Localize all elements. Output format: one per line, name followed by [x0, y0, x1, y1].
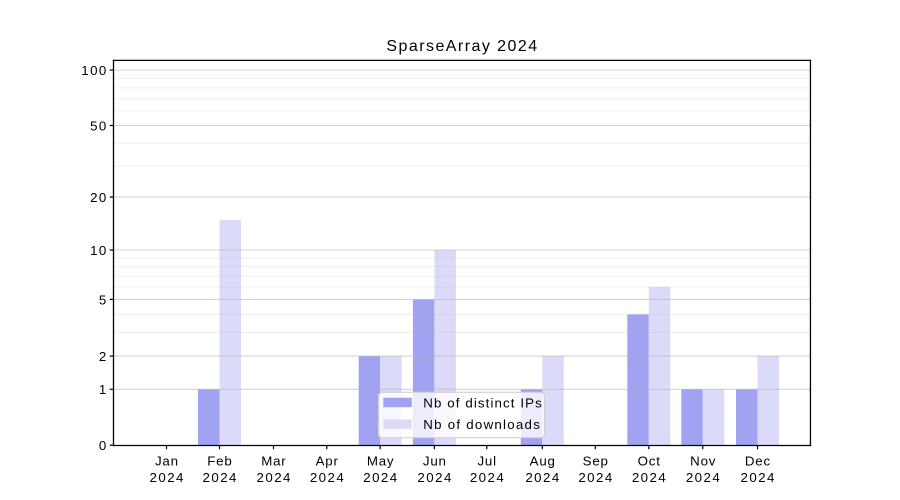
svg-text:100: 100	[81, 63, 107, 78]
svg-text:Dec: Dec	[745, 453, 771, 468]
svg-text:Aug: Aug	[530, 453, 556, 468]
svg-text:Jun: Jun	[423, 453, 447, 468]
svg-text:Nb of downloads: Nb of downloads	[423, 417, 541, 432]
svg-text:5: 5	[99, 292, 106, 307]
svg-text:2024: 2024	[470, 470, 505, 485]
svg-text:20: 20	[90, 190, 108, 205]
svg-text:Apr: Apr	[316, 453, 339, 468]
svg-text:Jan: Jan	[155, 453, 179, 468]
svg-text:2024: 2024	[363, 470, 398, 485]
svg-text:0: 0	[99, 438, 106, 453]
svg-text:Nb of distinct IPs: Nb of distinct IPs	[423, 395, 543, 410]
svg-text:Mar: Mar	[261, 453, 286, 468]
svg-text:2024: 2024	[686, 470, 721, 485]
svg-text:2024: 2024	[578, 470, 613, 485]
svg-text:1: 1	[99, 382, 106, 397]
svg-text:2024: 2024	[417, 470, 452, 485]
svg-text:2024: 2024	[525, 470, 560, 485]
svg-text:Nov: Nov	[690, 453, 716, 468]
svg-text:2024: 2024	[203, 470, 238, 485]
svg-text:2024: 2024	[257, 470, 292, 485]
svg-text:2024: 2024	[741, 470, 776, 485]
svg-text:SparseArray 2024: SparseArray 2024	[386, 38, 538, 55]
svg-text:Oct: Oct	[638, 453, 661, 468]
svg-text:Jul: Jul	[477, 453, 496, 468]
svg-text:2024: 2024	[310, 470, 345, 485]
svg-text:Feb: Feb	[207, 453, 232, 468]
svg-text:Sep: Sep	[583, 453, 609, 468]
svg-text:50: 50	[90, 118, 108, 133]
svg-text:10: 10	[90, 243, 108, 258]
svg-text:2024: 2024	[150, 470, 185, 485]
svg-text:2: 2	[99, 349, 106, 364]
svg-text:2024: 2024	[632, 470, 667, 485]
svg-text:May: May	[367, 453, 395, 468]
